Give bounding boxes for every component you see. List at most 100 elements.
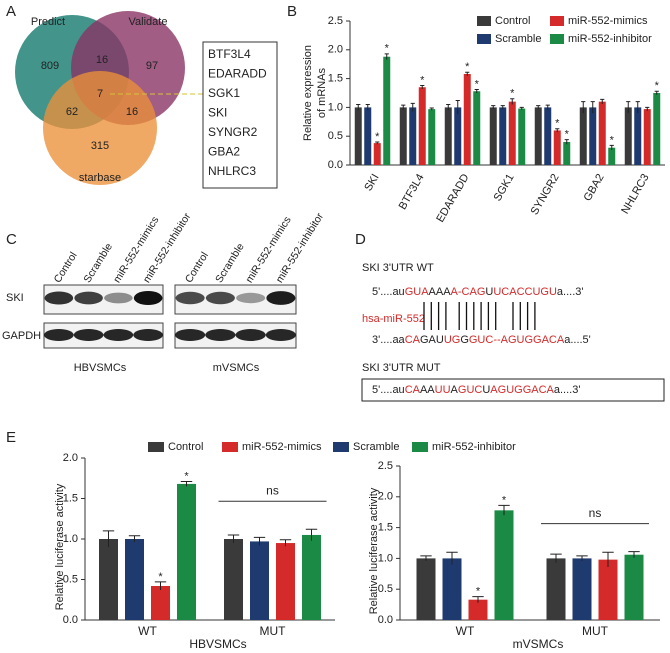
bar bbox=[444, 107, 452, 165]
blot-band bbox=[133, 291, 163, 305]
bar bbox=[579, 107, 587, 165]
legend-swatch bbox=[412, 442, 428, 452]
error-bar bbox=[305, 528, 318, 541]
sequence-segment: AGUGGACA bbox=[490, 384, 554, 396]
error-bar bbox=[602, 551, 614, 568]
panel-label: D bbox=[355, 231, 366, 248]
y-tick-label: 1.5 bbox=[63, 492, 78, 504]
error-bar bbox=[645, 106, 650, 111]
significance-star: * bbox=[565, 129, 570, 141]
y-tick-label: 1.0 bbox=[63, 533, 78, 545]
x-tick-label: WT bbox=[456, 624, 475, 638]
blot-band bbox=[175, 291, 205, 305]
y-axis-label-line: Relative expression bbox=[302, 45, 314, 141]
significance-star: * bbox=[476, 585, 481, 597]
venn: Predict Validate starbase 809 16 97 7 62… bbox=[15, 11, 278, 189]
error-bar bbox=[465, 71, 470, 76]
x-tick-label: MUT bbox=[260, 624, 287, 638]
bar bbox=[499, 107, 507, 165]
significance-star: * bbox=[475, 78, 480, 90]
seq-heading: SKI 3'UTR MUT bbox=[362, 362, 441, 374]
venn-set-label: Validate bbox=[129, 16, 168, 28]
bar bbox=[624, 107, 632, 165]
y-tick-label: 0.5 bbox=[63, 573, 78, 585]
bar bbox=[177, 483, 196, 620]
bar bbox=[276, 543, 295, 620]
error-bar bbox=[429, 107, 434, 111]
blot-lane-label: Control bbox=[183, 250, 211, 285]
bar bbox=[442, 558, 462, 620]
y-tick-label: 2.0 bbox=[378, 491, 393, 503]
venn-count: 315 bbox=[91, 140, 109, 152]
significance-star: * bbox=[184, 470, 189, 482]
sequence: 5'....auCAAAUUAGUCUAGUGGACAa....3' bbox=[372, 384, 580, 396]
bar bbox=[544, 107, 552, 165]
gene-name: SKI bbox=[208, 106, 227, 120]
x-tick-label: SGK1 bbox=[492, 172, 517, 203]
error-bar bbox=[519, 106, 524, 110]
sequence: 5'....auGUAAAAA-CAGUUCACCUGUa....3' bbox=[372, 286, 583, 298]
bar bbox=[598, 101, 606, 165]
bar bbox=[399, 107, 407, 165]
blot-band bbox=[265, 329, 296, 341]
bar bbox=[373, 143, 381, 165]
error-bar bbox=[491, 105, 496, 110]
gene-name: BTF3L4 bbox=[208, 47, 251, 61]
x-tick-label: BTF3L4 bbox=[397, 172, 427, 212]
legend-swatch bbox=[477, 34, 491, 44]
error-bar bbox=[365, 104, 370, 111]
significance-label: ns bbox=[266, 483, 279, 497]
error-bar bbox=[609, 144, 614, 151]
x-tick-label: SKI bbox=[362, 172, 381, 193]
x-tick-label: GBA2 bbox=[582, 172, 607, 203]
venn-count: 7 bbox=[97, 88, 103, 100]
error-bar bbox=[410, 102, 415, 112]
bar bbox=[473, 91, 481, 165]
bar bbox=[494, 510, 514, 620]
venn-circle bbox=[43, 71, 157, 185]
error-bar bbox=[102, 530, 115, 548]
sequence-segment: AA bbox=[420, 384, 435, 396]
sequence-segment: CA bbox=[405, 334, 421, 346]
panel-label: A bbox=[6, 3, 16, 20]
sequence-segment: 5'....au bbox=[372, 384, 405, 396]
error-bar bbox=[472, 596, 484, 603]
y-tick-label: 2.0 bbox=[328, 44, 343, 56]
gene-box bbox=[202, 41, 278, 189]
bar bbox=[468, 599, 488, 620]
bar bbox=[418, 87, 426, 165]
sequence-segment: GUC bbox=[458, 384, 483, 396]
legend-label: miR-552-inhibitor bbox=[568, 33, 652, 45]
sequence-panel: SKI 3'UTR WT hsa-miR-552 SKI 3'UTR MUT 5… bbox=[361, 262, 665, 402]
venn-count: 97 bbox=[146, 60, 158, 72]
blot-band bbox=[236, 292, 266, 304]
significance-star: * bbox=[555, 118, 560, 130]
bar bbox=[125, 539, 144, 620]
blot-lane-label: Scramble bbox=[81, 241, 115, 285]
bar bbox=[608, 147, 616, 165]
bar bbox=[463, 73, 471, 165]
error-bar bbox=[564, 139, 569, 145]
y-axis-label: Relative expression of mRNAs bbox=[302, 45, 328, 141]
sequence: 3'....aaCAGAUUGGGUC--AGUGGACAa....5' bbox=[372, 334, 591, 346]
x-axis-label: HBVSMCs bbox=[189, 637, 246, 651]
bar bbox=[250, 541, 269, 620]
error-bar bbox=[628, 551, 640, 558]
legend-label: Scramble bbox=[353, 441, 399, 453]
panel-label: E bbox=[6, 429, 16, 446]
bar bbox=[553, 130, 561, 165]
bar bbox=[302, 534, 321, 620]
blot-band bbox=[175, 329, 206, 341]
y-tick-label: 0.5 bbox=[378, 583, 393, 595]
sequence-segment: GUA bbox=[405, 286, 430, 298]
bar bbox=[546, 558, 566, 620]
x-tick-label: WT bbox=[138, 624, 157, 638]
bar bbox=[364, 107, 372, 165]
error-bar bbox=[128, 535, 141, 543]
y-tick-label: 2.5 bbox=[328, 15, 343, 27]
bar bbox=[589, 107, 597, 165]
error-bar bbox=[154, 581, 167, 591]
venn-count: 16 bbox=[96, 54, 108, 66]
venn-set-label: Predict bbox=[31, 16, 65, 28]
